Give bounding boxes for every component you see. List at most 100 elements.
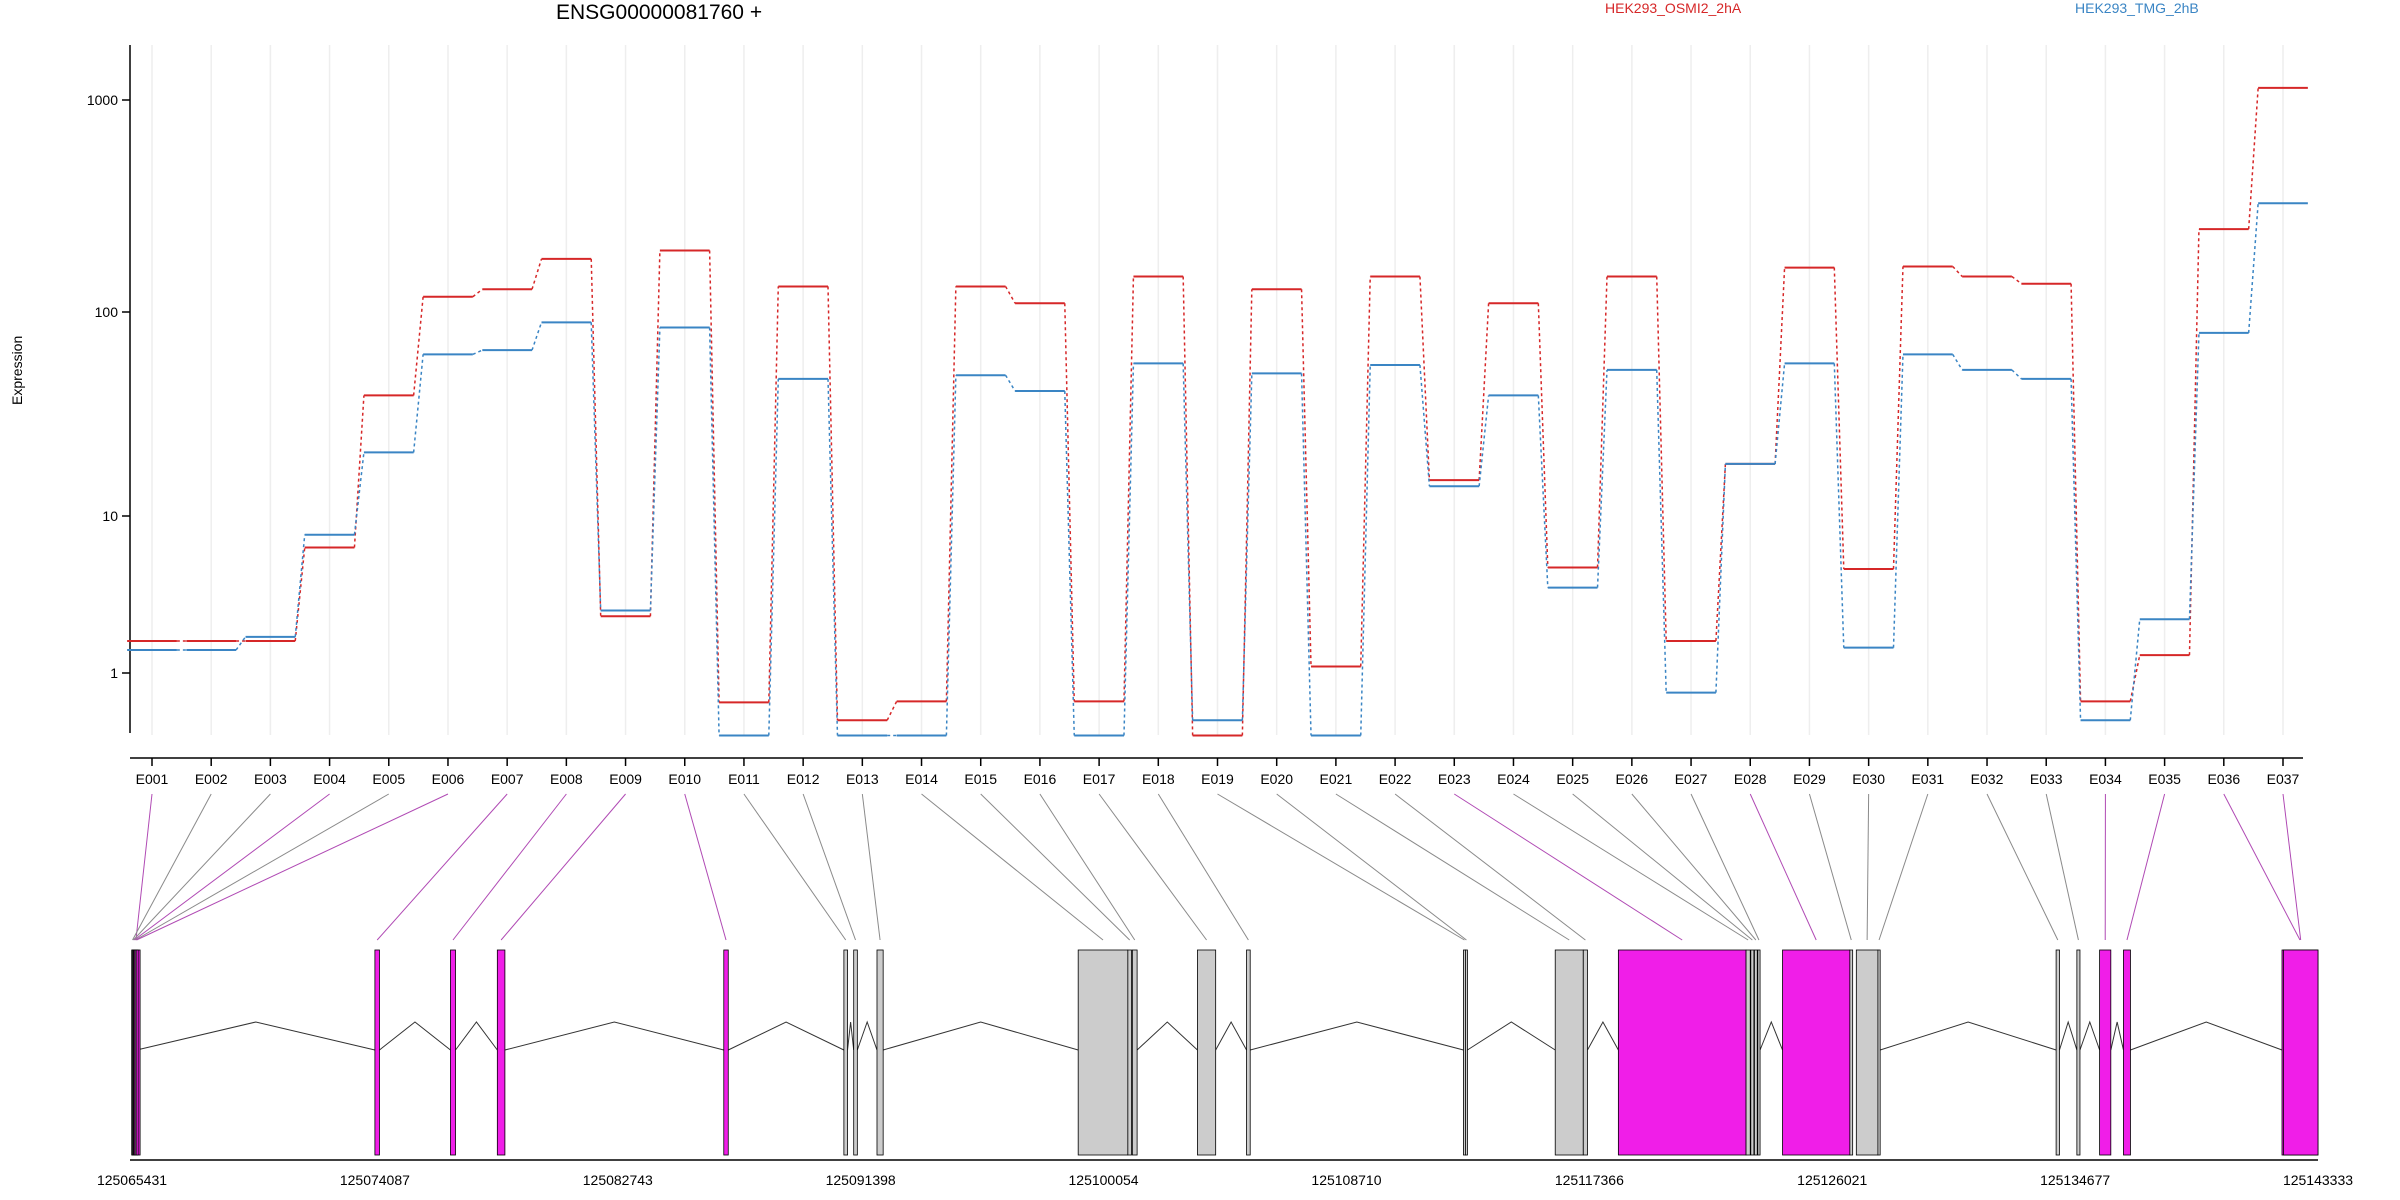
chart-title: ENSG00000081760 + [556, 1, 763, 24]
exon-block [1197, 949, 1217, 1156]
exon-connector [1217, 793, 1465, 941]
exon-connector [1394, 793, 1586, 941]
series-connector [1241, 373, 1253, 721]
x-tick-label: E018 [1142, 771, 1175, 787]
series-connector [590, 322, 602, 611]
exon-connector [743, 793, 847, 941]
exon-block [1246, 949, 1251, 1156]
series-connector [2070, 283, 2082, 702]
x-tick-label: E011 [728, 771, 760, 787]
genome-tick-label: 125143333 [2283, 1172, 2353, 1188]
exon-block [1877, 949, 1881, 1156]
x-tick-label: E012 [787, 771, 820, 787]
intron-line [2058, 1020, 2078, 1051]
exon-connector [452, 793, 567, 941]
exon-block [2076, 949, 2081, 1156]
exon-connector [133, 793, 330, 941]
exon-connector [1986, 793, 2059, 941]
x-tick-label: E035 [2148, 771, 2181, 787]
y-tick-label: 100 [95, 304, 119, 320]
series-connector [1655, 369, 1667, 693]
intron-line [728, 1021, 845, 1051]
exon-block [1855, 949, 1879, 1156]
series-a [127, 86, 2308, 737]
exon-block [450, 949, 456, 1156]
series-connector [1004, 374, 1016, 392]
exon-block [1617, 949, 1747, 1156]
series-connector [1478, 303, 1490, 481]
series-connector [1537, 303, 1549, 568]
exon-connector [1878, 793, 1929, 941]
exon-block [374, 949, 380, 1156]
exon-block [2099, 949, 2112, 1156]
series-connector [945, 375, 957, 736]
series-connector [2129, 654, 2141, 702]
x-tick-label: E005 [372, 771, 405, 787]
series-connector [1774, 267, 1786, 464]
x-tick-label: E010 [668, 771, 701, 787]
exon-connector [133, 793, 271, 941]
exon-connector [921, 793, 1104, 941]
x-tick-label: E007 [491, 771, 524, 787]
series-connector [1833, 267, 1845, 569]
y-tick-label: 1000 [87, 92, 118, 108]
x-tick-label: E016 [1024, 771, 1057, 787]
exon-connector [1572, 793, 1753, 941]
series-connector [1892, 354, 1904, 648]
series-connector [412, 296, 424, 396]
series-connector [1004, 286, 1016, 304]
series-connector [1064, 390, 1075, 736]
x-tick-label: E037 [2267, 771, 2300, 787]
intron-line [1250, 1021, 1464, 1051]
x-tick-label: E027 [1675, 771, 1708, 787]
series-connector [1241, 289, 1253, 736]
series-connector [1715, 463, 1727, 641]
series-connector [1952, 353, 1963, 371]
x-tick-label: E025 [1556, 771, 1589, 787]
series-connector [2011, 275, 2022, 285]
intron-line [1880, 1021, 2057, 1051]
series-connector [1596, 276, 1608, 568]
exon-connector [1039, 793, 1136, 941]
series-b [127, 202, 2308, 737]
series-connector [945, 286, 957, 702]
series-connector [1123, 276, 1135, 702]
exon-connector [1749, 793, 1817, 941]
exon-block [876, 949, 884, 1156]
exon-connector [136, 793, 449, 941]
series-connector [1655, 276, 1667, 641]
x-tick-label: E001 [136, 771, 169, 787]
intron-line [1136, 1021, 1198, 1051]
x-tick-label: E031 [1911, 771, 1944, 787]
intron-line [1215, 1020, 1247, 1051]
exon-block [1077, 949, 1129, 1156]
genome-tick-label: 125100054 [1069, 1172, 1139, 1188]
exon-block [843, 949, 848, 1156]
series-connector [412, 354, 424, 453]
series-connector [1892, 266, 1904, 569]
exon-block [2055, 949, 2060, 1156]
exon-connector [2126, 793, 2166, 941]
series-connector [1419, 364, 1431, 487]
series-connector [1596, 369, 1608, 588]
x-tick-label: E020 [1260, 771, 1293, 787]
series-connector [827, 286, 839, 721]
exon-connector [684, 793, 727, 941]
exon-connector [1335, 793, 1570, 941]
intron-line [2130, 1021, 2283, 1051]
x-tick-label: E034 [2089, 771, 2122, 787]
x-tick-label: E008 [550, 771, 583, 787]
exon-connector [376, 793, 508, 941]
series-connector [353, 395, 365, 548]
intron-line [504, 1021, 724, 1051]
intron-line [883, 1021, 1079, 1051]
series-connector [708, 250, 720, 703]
intron-line [136, 1021, 376, 1051]
x-tick-label: E019 [1201, 771, 1234, 787]
x-tick-label: E004 [313, 771, 346, 787]
exon-block [1465, 949, 1468, 1156]
exon-block [2123, 949, 2131, 1156]
x-tick-label: E028 [1734, 771, 1767, 787]
x-tick-label: E021 [1320, 771, 1353, 787]
exon-connector [1690, 793, 1760, 941]
